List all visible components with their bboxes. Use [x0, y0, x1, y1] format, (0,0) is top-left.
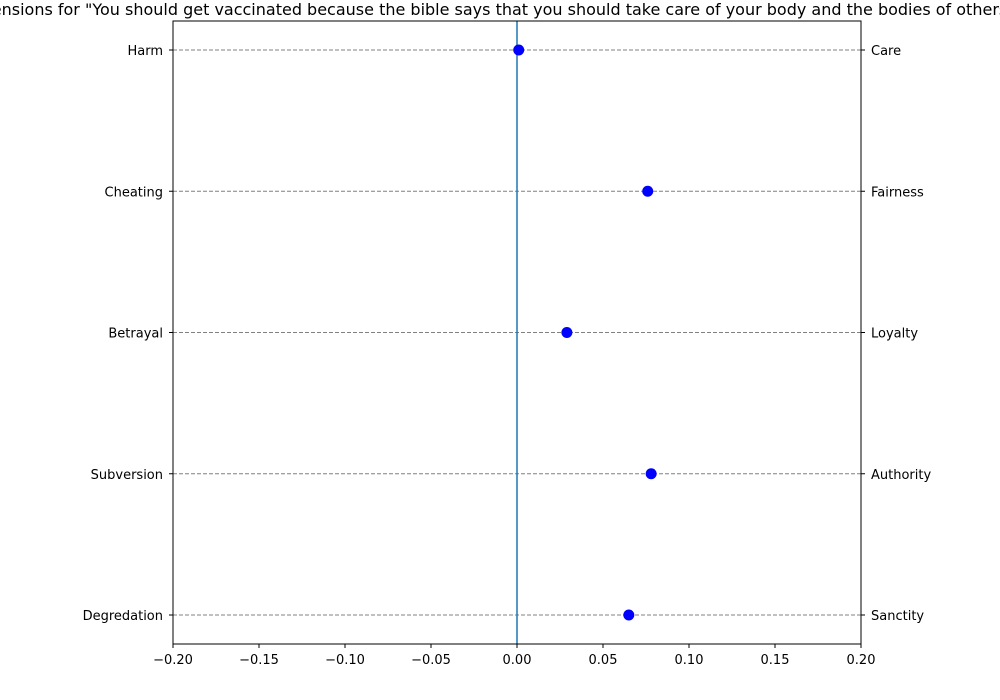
- tick-marks: [169, 49, 865, 648]
- data-points: [513, 44, 657, 621]
- x-tick-label: 0.00: [503, 653, 532, 668]
- data-point: [513, 44, 525, 56]
- y-tick-label-left: Harm: [127, 44, 163, 59]
- y-tick-label-right: Fairness: [871, 185, 924, 200]
- y-tick-label-right: Care: [871, 44, 901, 59]
- y-tick-label-left: Degredation: [83, 609, 163, 624]
- x-tick-label: 0.05: [589, 653, 618, 668]
- x-tick-label: 0.20: [847, 653, 876, 668]
- x-tick-label: 0.15: [761, 653, 790, 668]
- y-tick-label-right: Sanctity: [871, 609, 924, 624]
- x-tick-label: −0.05: [411, 653, 451, 668]
- x-tick-label: −0.10: [325, 653, 365, 668]
- x-tick-label: −0.20: [153, 653, 193, 668]
- y-tick-label-left: Betrayal: [108, 327, 163, 342]
- y-tick-label-left: Cheating: [105, 185, 163, 200]
- data-point: [623, 609, 635, 621]
- data-point: [561, 327, 573, 338]
- x-tick-label: −0.15: [239, 653, 279, 668]
- y-tick-label-right: Loyalty: [871, 327, 918, 342]
- data-point: [645, 468, 657, 480]
- data-point: [642, 185, 654, 197]
- y-tick-label-right: Authority: [871, 468, 931, 483]
- chart-title: Dimensions for "You should get vaccinate…: [0, 0, 1000, 19]
- y-tick-label-left: Subversion: [91, 468, 163, 483]
- x-tick-label: 0.10: [675, 653, 704, 668]
- tick-labels: −0.20 −0.15 −0.10 −0.05 0.00 0.05 0.10 0.15 0.20…: [83, 44, 932, 668]
